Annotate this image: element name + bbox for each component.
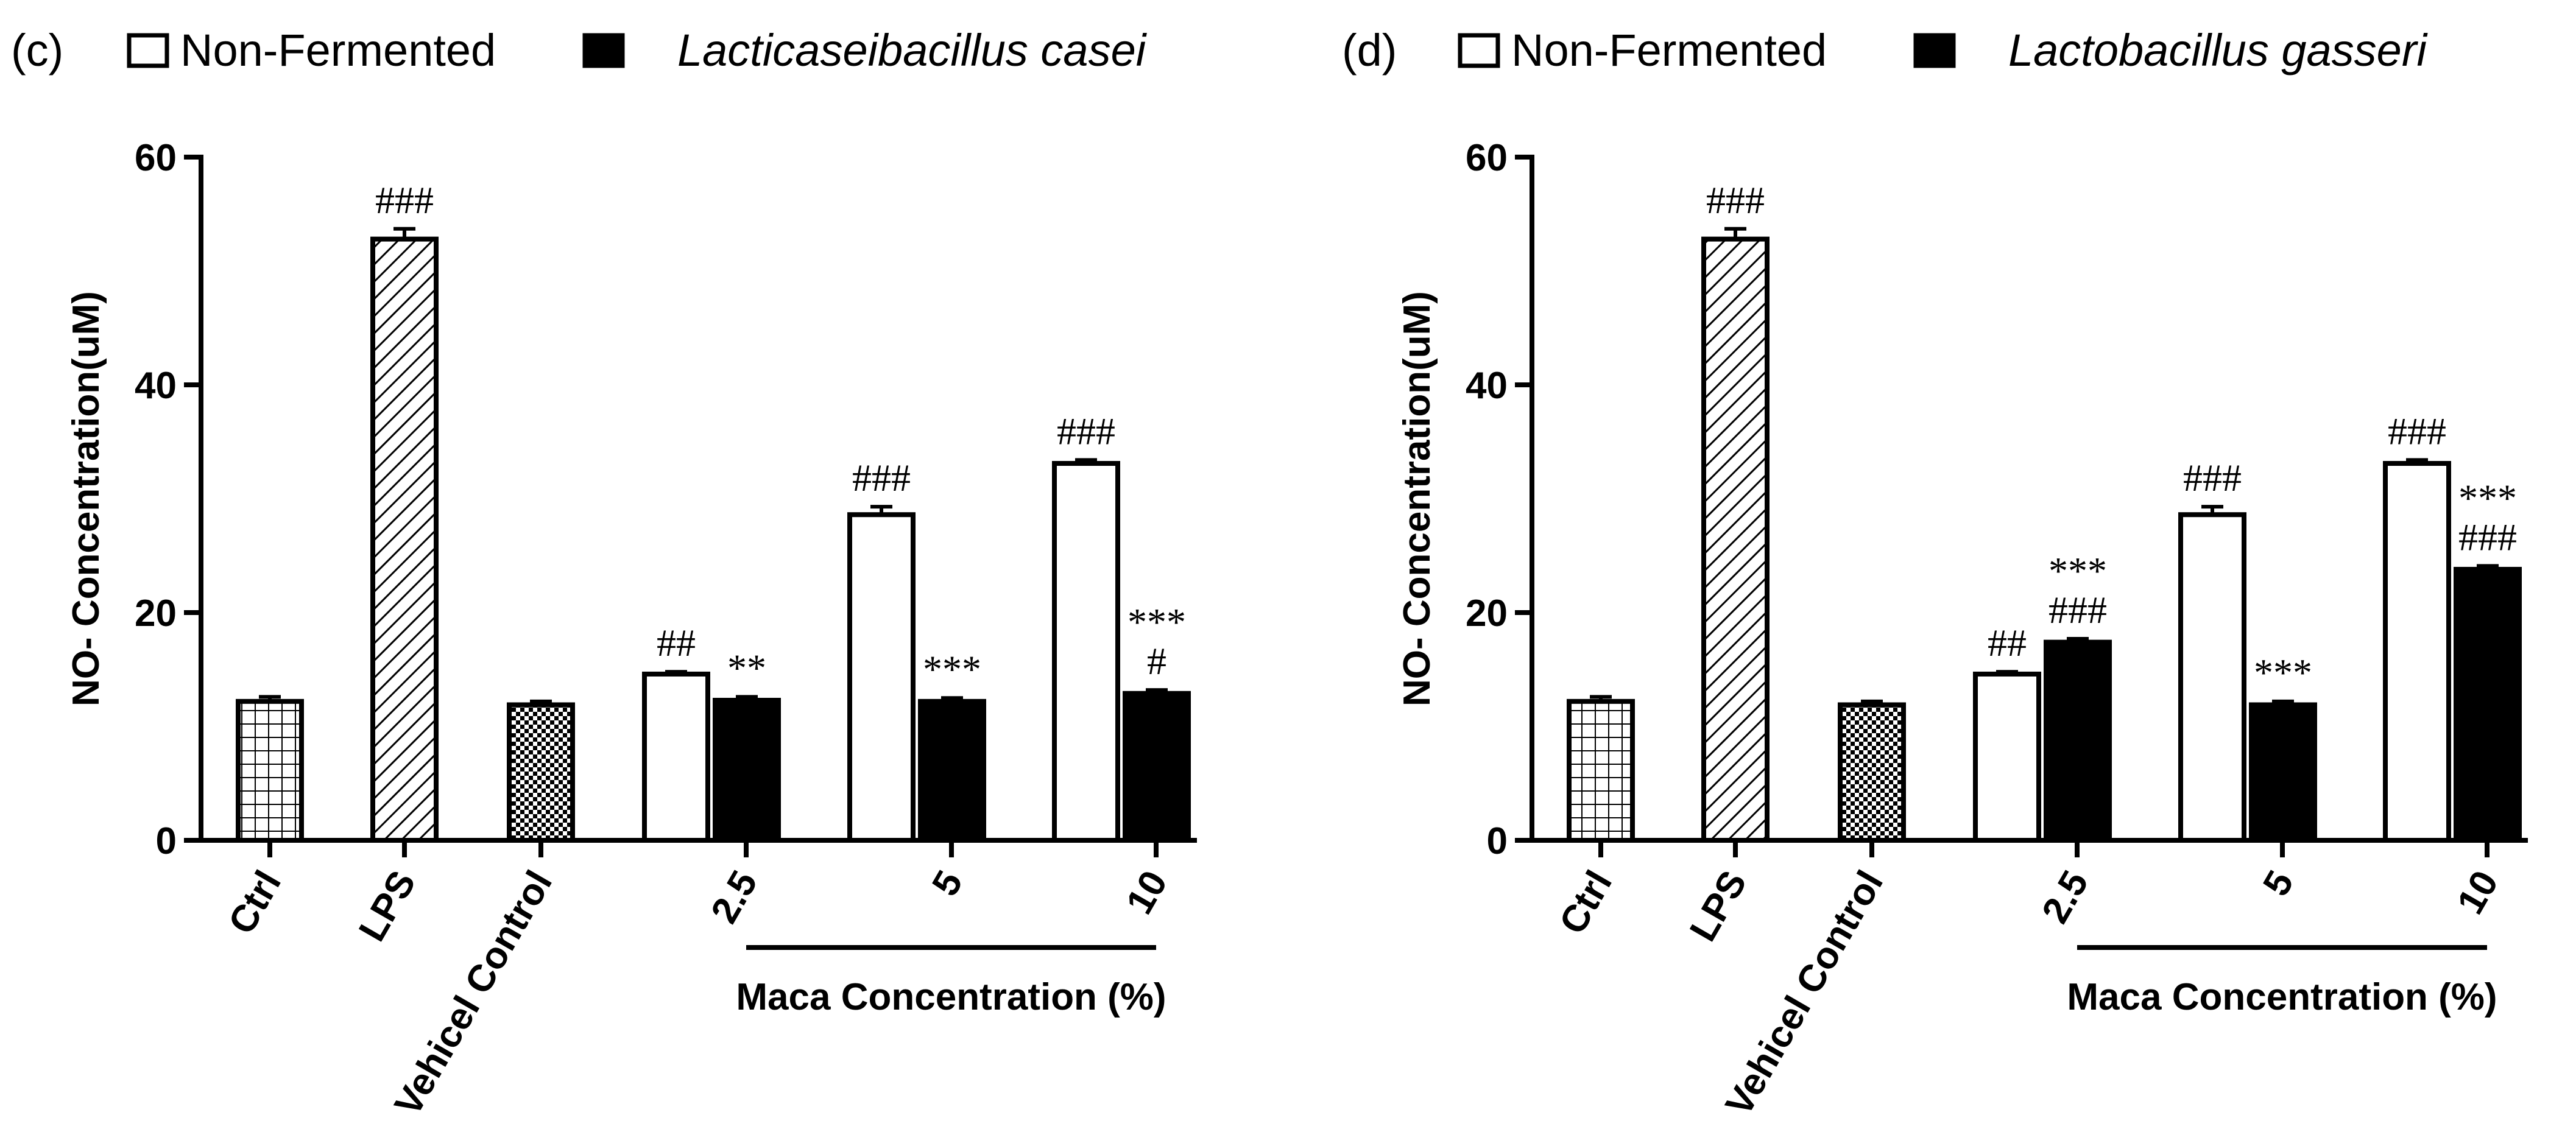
legend-label-nonfermented: Non-Fermented — [1511, 25, 1827, 76]
x-tick-label: Ctrl — [221, 864, 289, 941]
legend-swatch-fermented — [1913, 33, 1956, 68]
significance-label: ### — [2458, 515, 2517, 558]
bar-nonfermented — [642, 671, 710, 843]
x-tick-label: LPS — [1682, 864, 1755, 949]
legend-label-nonfermented: Non-Fermented — [180, 25, 496, 76]
y-tick-label: 0 — [156, 820, 177, 862]
bar-fermented — [2249, 702, 2317, 843]
significance-label: ### — [2183, 456, 2242, 499]
x-tick-label: 2.5 — [2034, 864, 2097, 930]
x-tick-label: 5 — [2255, 864, 2302, 903]
y-tick-label: 20 — [1466, 592, 1508, 635]
significance-label: ### — [1057, 409, 1115, 452]
significance-label: ## — [657, 621, 696, 664]
legend-swatch-nonfermented — [127, 33, 169, 68]
bar-fermented — [2044, 639, 2112, 843]
significance-label: *** — [2458, 476, 2517, 519]
bar-nonfermented — [2383, 461, 2451, 843]
panel-label: (d) — [1342, 25, 1397, 76]
panel-c: (c) Non-Fermented Lacticaseibacillus casei… — [11, 25, 1197, 1123]
significance-label: ## — [1988, 621, 2027, 664]
legend-label-fermented: Lactobacillus gasseri — [2008, 25, 2428, 76]
bar-fermented — [713, 697, 781, 843]
x-tick-label: 10 — [1118, 864, 1176, 921]
bar-ctrl — [236, 698, 304, 843]
y-axis-title: NO- Concentration(uM) — [1396, 291, 1438, 706]
y-tick-label: 60 — [135, 137, 177, 179]
significance-label: ### — [1706, 178, 1765, 222]
bar-ctrl — [1567, 698, 1635, 843]
significance-label: ### — [375, 178, 434, 222]
significance-label: ** — [727, 646, 766, 689]
bar-lps — [370, 236, 439, 843]
bar-fermented — [2454, 566, 2522, 843]
bar-nonfermented — [2178, 512, 2246, 843]
y-axis-title: NO- Concentration(uM) — [65, 291, 107, 706]
x-tick-label: 10 — [2449, 864, 2507, 921]
x-axis-title: Maca Concentration (%) — [2067, 976, 2497, 1018]
x-tick-label: LPS — [351, 864, 424, 949]
x-tick-label: 5 — [924, 864, 971, 903]
bar-fermented — [1123, 691, 1191, 843]
y-tick-label: 40 — [135, 365, 177, 407]
bar-nonfermented — [1973, 671, 2041, 843]
significance-label: ### — [852, 456, 911, 499]
x-tick-label: 2.5 — [703, 864, 766, 930]
bar-fermented — [918, 698, 986, 843]
bar-nonfermented — [1052, 461, 1120, 843]
bar-vehicel-control — [1838, 702, 1906, 843]
significance-label: ### — [2388, 409, 2446, 452]
legend-label-fermented: Lacticaseibacillus casei — [677, 25, 1148, 76]
bar-nonfermented — [847, 512, 916, 843]
significance-label: *** — [923, 647, 981, 691]
panel-label: (c) — [11, 25, 63, 76]
legend-swatch-fermented — [582, 33, 625, 68]
y-tick-label: 40 — [1466, 365, 1508, 407]
y-tick-label: 60 — [1466, 137, 1508, 179]
bar-lps — [1701, 236, 1770, 843]
significance-label: *** — [1127, 600, 1186, 644]
significance-label: *** — [2254, 651, 2312, 694]
x-tick-label: Ctrl — [1551, 864, 1620, 941]
bar-vehicel-control — [507, 702, 575, 843]
panel-d: (d) Non-Fermented Lactobacillus gasseri 0 20… — [1342, 25, 2528, 1123]
x-axis-title: Maca Concentration (%) — [736, 976, 1166, 1018]
significance-label: *** — [2048, 549, 2107, 592]
legend-swatch-nonfermented — [1458, 33, 1500, 68]
y-tick-label: 20 — [135, 592, 177, 635]
y-tick-label: 0 — [1487, 820, 1508, 862]
significance-label: # — [1147, 639, 1166, 683]
significance-label: ### — [2048, 588, 2107, 631]
